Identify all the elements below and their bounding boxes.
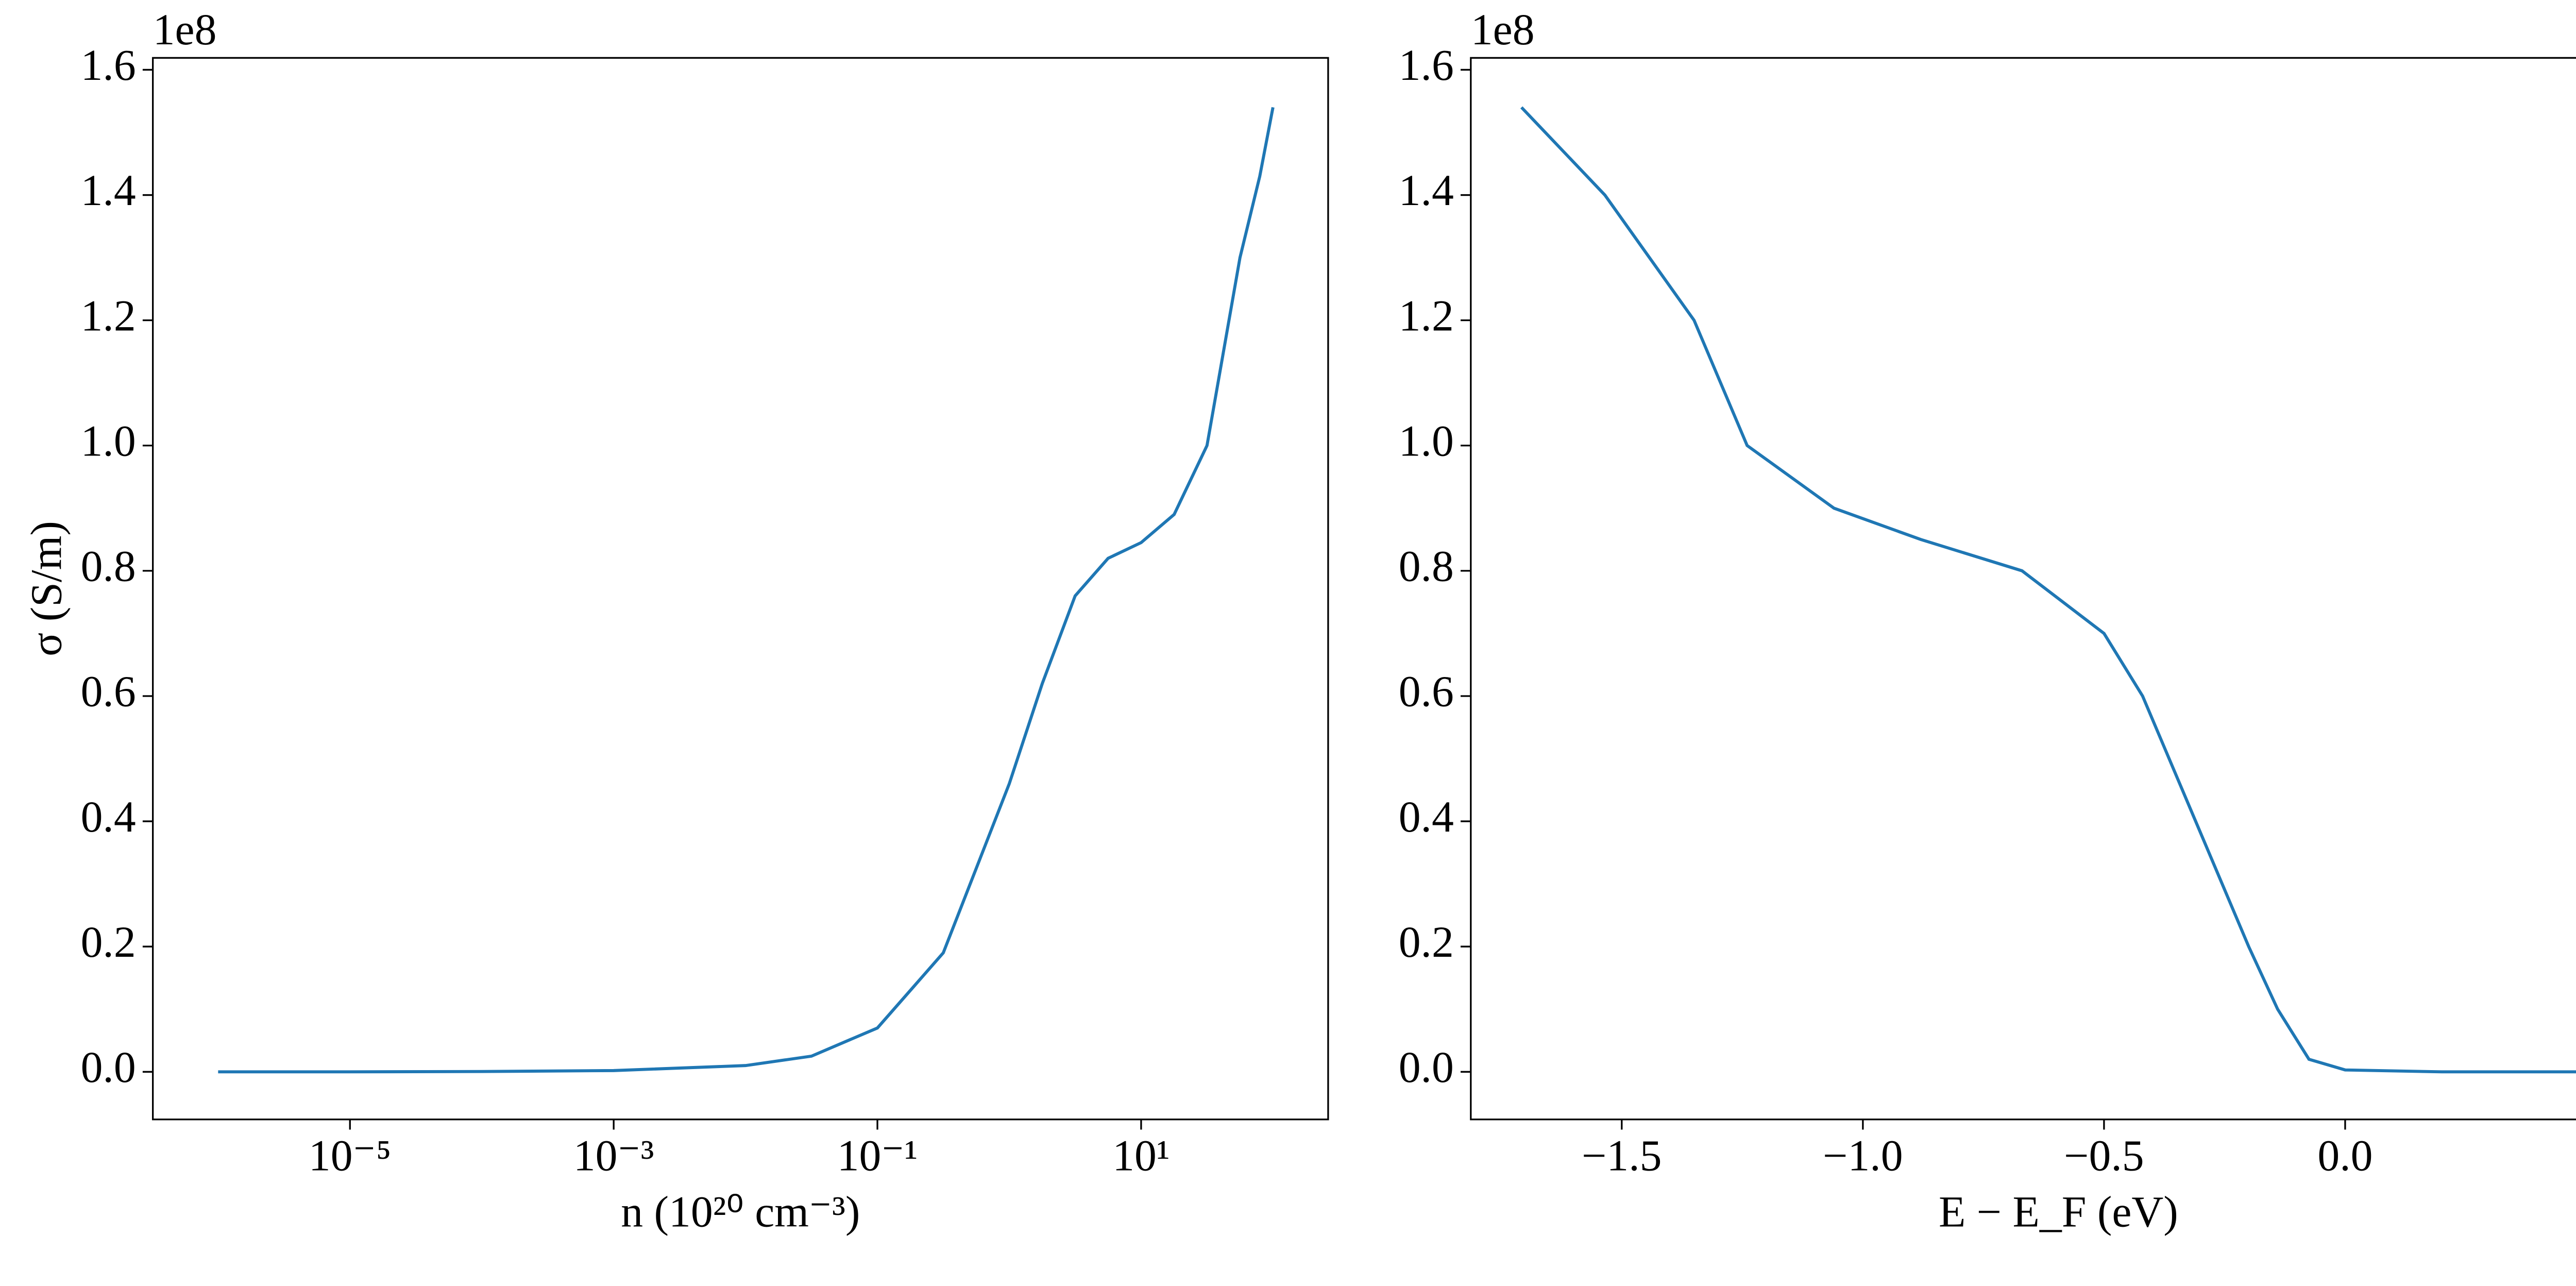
y-tick-label: 0.2 [81,918,136,967]
x-tick-label: −1.5 [1582,1131,1662,1180]
x-tick-label: −0.5 [2064,1131,2144,1180]
offset-text: 1e8 [1471,5,1535,54]
x-tick-label: 10¹ [1112,1131,1170,1180]
y-tick-label: 1.6 [81,41,136,90]
y-axis-label: σ (S/m) [22,521,71,656]
y-tick-label: 0.4 [1399,792,1454,841]
y-tick-label: 1.2 [1399,291,1454,340]
y-tick-label: 0.8 [81,542,136,591]
axes-frame [1470,57,2576,1121]
y-tick-label: 0.0 [1399,1043,1454,1092]
y-tick-label: 1.4 [81,166,136,215]
x-axis-label: n (10²⁰ cm⁻³) [621,1187,860,1236]
data-line [218,107,1275,1074]
y-tick-label: 0.8 [1399,542,1454,591]
x-tick-label: 10⁻⁵ [309,1131,392,1180]
y-tick-label: 0.4 [81,792,136,841]
y-tick-label: 1.6 [1399,41,1454,90]
offset-text: 1e8 [153,5,217,54]
x-tick-label: 0.0 [2317,1131,2372,1180]
y-tick-label: 1.4 [1399,166,1454,215]
y-tick-label: 1.0 [1399,416,1454,465]
axes-frame [152,57,1329,1121]
y-tick-label: 0.0 [81,1043,136,1092]
x-axis-label: E − E_F (eV) [1939,1187,2178,1236]
y-tick-label: 0.2 [1399,918,1454,967]
x-tick-label: −1.0 [1823,1131,1903,1180]
x-tick-label: 10⁻³ [573,1131,654,1180]
y-tick-label: 0.6 [1399,667,1454,716]
x-tick-label: 10⁻¹ [837,1131,918,1180]
y-tick-label: 1.0 [81,416,136,465]
data-line [1520,106,2576,1074]
y-tick-label: 1.2 [81,291,136,340]
y-tick-label: 0.6 [81,667,136,716]
